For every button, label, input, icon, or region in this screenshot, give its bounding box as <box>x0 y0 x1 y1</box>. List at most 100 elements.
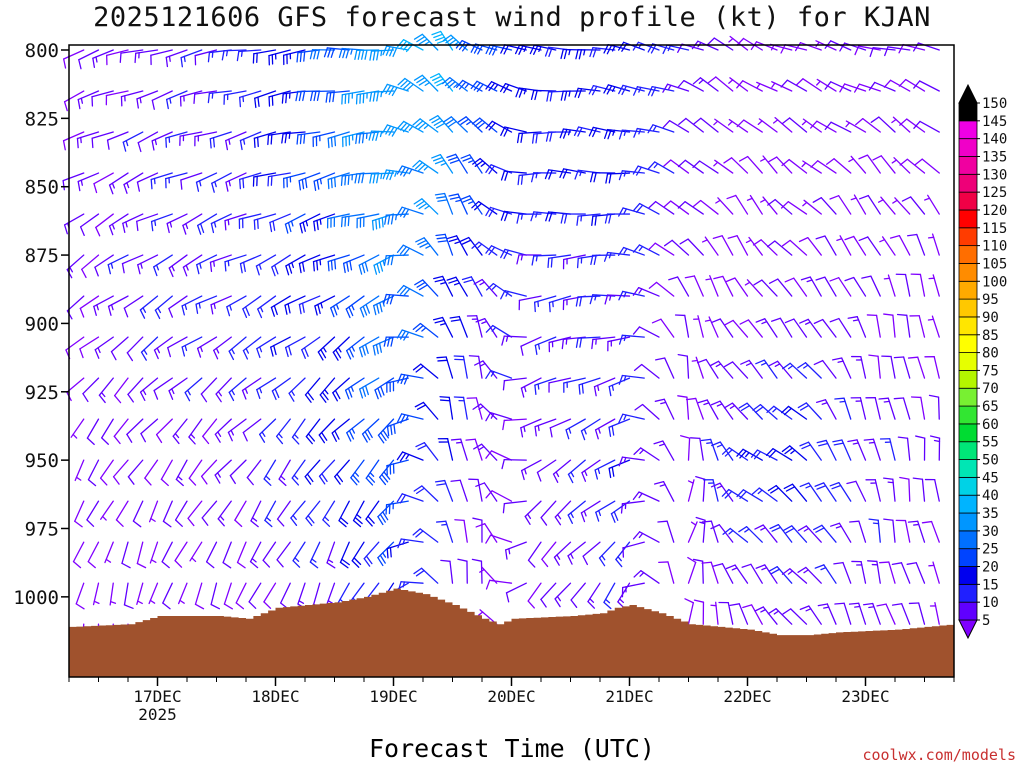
barb-half-flag <box>623 414 627 421</box>
barb-flag <box>581 472 587 482</box>
colorbar-label: 85 <box>982 328 999 344</box>
wind-barb <box>153 254 173 277</box>
source-credit[interactable]: coolwx.com/models <box>862 746 1016 764</box>
wind-barb <box>738 526 763 543</box>
wind-barb <box>340 213 365 228</box>
barb-flag <box>618 374 624 385</box>
barb-flag <box>485 450 493 459</box>
y-tick-label: 900 <box>25 313 59 335</box>
barb-flag <box>647 86 653 96</box>
barb-flag <box>99 477 108 486</box>
wind-barb <box>815 235 837 256</box>
barb-shaft <box>816 120 837 133</box>
barb-half-flag <box>877 199 884 203</box>
barb-flag <box>712 563 724 567</box>
barb-flag <box>560 48 564 60</box>
wind-barb <box>291 459 306 486</box>
wind-barb <box>929 435 941 461</box>
barb-shaft <box>906 437 911 461</box>
wind-barb <box>574 87 601 99</box>
barb-flag <box>334 475 341 485</box>
barb-half-flag <box>772 119 779 124</box>
colorbar-label: 110 <box>982 239 1007 255</box>
barb-shaft <box>734 277 749 297</box>
barb-flag <box>236 50 240 62</box>
barb-flag <box>212 137 216 148</box>
wind-barb <box>565 418 586 440</box>
barb-flag <box>134 52 137 64</box>
barb-flag <box>780 201 789 209</box>
barb-flag <box>415 237 425 243</box>
x-tick-label: 22DEC <box>723 687 771 706</box>
barb-shaft <box>666 520 675 543</box>
wind-barb <box>589 47 616 58</box>
barb-flag <box>633 363 643 372</box>
barb-half-flag <box>667 84 672 91</box>
barb-shaft <box>79 213 100 228</box>
wind-barb <box>861 275 881 297</box>
barb-shaft <box>160 459 173 480</box>
barb-flag <box>382 511 389 521</box>
barb-shaft <box>81 254 100 270</box>
barb-shaft <box>63 49 85 60</box>
wind-barb <box>214 418 232 443</box>
barb-flag <box>382 83 388 94</box>
barb-flag <box>618 413 624 424</box>
barb-flag <box>576 215 579 226</box>
barb-half-flag <box>601 554 606 561</box>
wind-barb <box>234 500 247 528</box>
wind-barb <box>502 377 527 391</box>
barb-flag <box>278 478 287 487</box>
barb-flag <box>473 278 483 285</box>
barb-flag <box>379 302 383 313</box>
barb-flag <box>575 296 579 307</box>
barb-flag <box>470 80 478 90</box>
barb-half-flag <box>405 453 410 460</box>
wind-barb <box>472 403 498 420</box>
barb-half-flag <box>835 525 842 529</box>
barb-shaft <box>824 235 837 256</box>
barb-flag <box>402 124 411 133</box>
barb-flag <box>344 389 350 400</box>
barb-flag <box>531 133 535 144</box>
barb-flag <box>242 349 249 360</box>
barb-flag <box>589 172 594 183</box>
barb-half-flag <box>126 182 130 189</box>
barb-flag <box>663 239 673 247</box>
barb-flag <box>332 351 339 361</box>
barb-flag <box>354 173 358 184</box>
barb-flag <box>692 77 702 85</box>
barb-flag <box>741 563 752 568</box>
barb-shaft <box>743 119 763 133</box>
wind-barb <box>768 156 793 174</box>
barb-flag <box>450 438 462 441</box>
barb-half-flag <box>823 606 830 609</box>
barb-shaft <box>817 160 837 174</box>
barb-flag <box>379 554 386 564</box>
wind-barb <box>127 377 144 403</box>
barb-flag <box>816 485 827 490</box>
barb-half-flag <box>638 128 642 135</box>
barb-flag <box>692 199 702 208</box>
barb-flag <box>768 566 778 572</box>
barb-shaft <box>731 361 749 379</box>
wind-barb <box>202 418 218 445</box>
colorbar-swatch <box>958 138 978 157</box>
barb-flag <box>899 118 908 126</box>
barb-shaft <box>664 357 675 379</box>
barb-flag <box>396 165 403 175</box>
barb-flag <box>351 560 360 568</box>
barb-flag <box>242 431 248 442</box>
wind-barb <box>622 541 645 558</box>
colorbar-label: 130 <box>982 167 1007 183</box>
wind-barb <box>195 172 218 192</box>
barb-flag <box>547 257 550 269</box>
barb-flag <box>753 279 763 286</box>
barb-shaft <box>843 602 852 625</box>
barb-half-flag <box>494 83 499 90</box>
barb-shaft <box>901 603 911 625</box>
barb-flag <box>242 308 248 319</box>
barb-half-flag <box>174 432 180 439</box>
barb-flag <box>273 344 277 356</box>
wind-barb <box>217 500 232 527</box>
